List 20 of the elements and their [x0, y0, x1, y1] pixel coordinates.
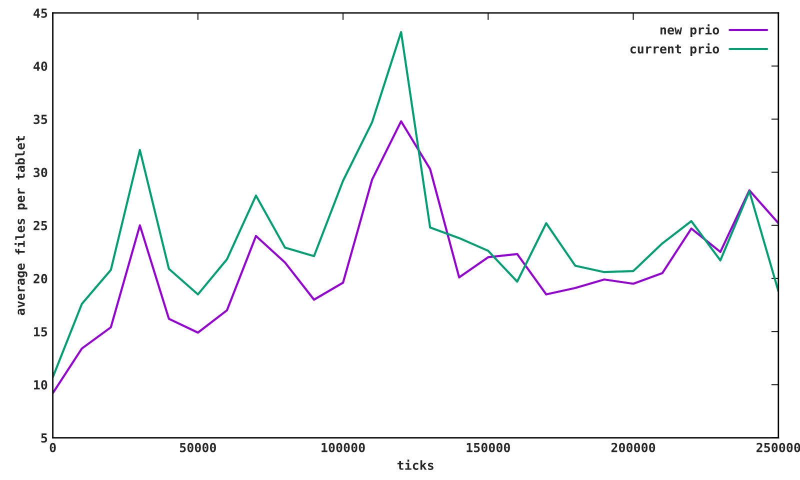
y-tick-label: 15 [34, 327, 48, 336]
x-axis-title: ticks [397, 460, 434, 470]
y-tick-label: 30 [34, 168, 48, 178]
x-tick-label: 0 [50, 442, 56, 452]
legend-label: new prio [660, 24, 720, 37]
x-tick-label: 200000 [611, 442, 656, 452]
x-tick-label: 150000 [466, 442, 510, 452]
x-tick-label: 100000 [322, 442, 365, 452]
y-tick-label: 5 [41, 433, 48, 443]
x-tick-label: 250000 [756, 442, 800, 452]
y-tick-label: 45 [34, 8, 48, 18]
legend-label: current prio [630, 43, 720, 56]
y-tick-label: 10 [34, 380, 48, 390]
x-tick-label: 50000 [180, 442, 216, 452]
y-tick-label: 35 [34, 114, 48, 124]
line-series [52, 120, 778, 394]
y-tick-label: 20 [34, 274, 48, 284]
y-tick-label: 25 [34, 220, 48, 230]
y-tick-label: 40 [34, 62, 48, 71]
y-axis-title: average files per tablet [14, 136, 28, 316]
